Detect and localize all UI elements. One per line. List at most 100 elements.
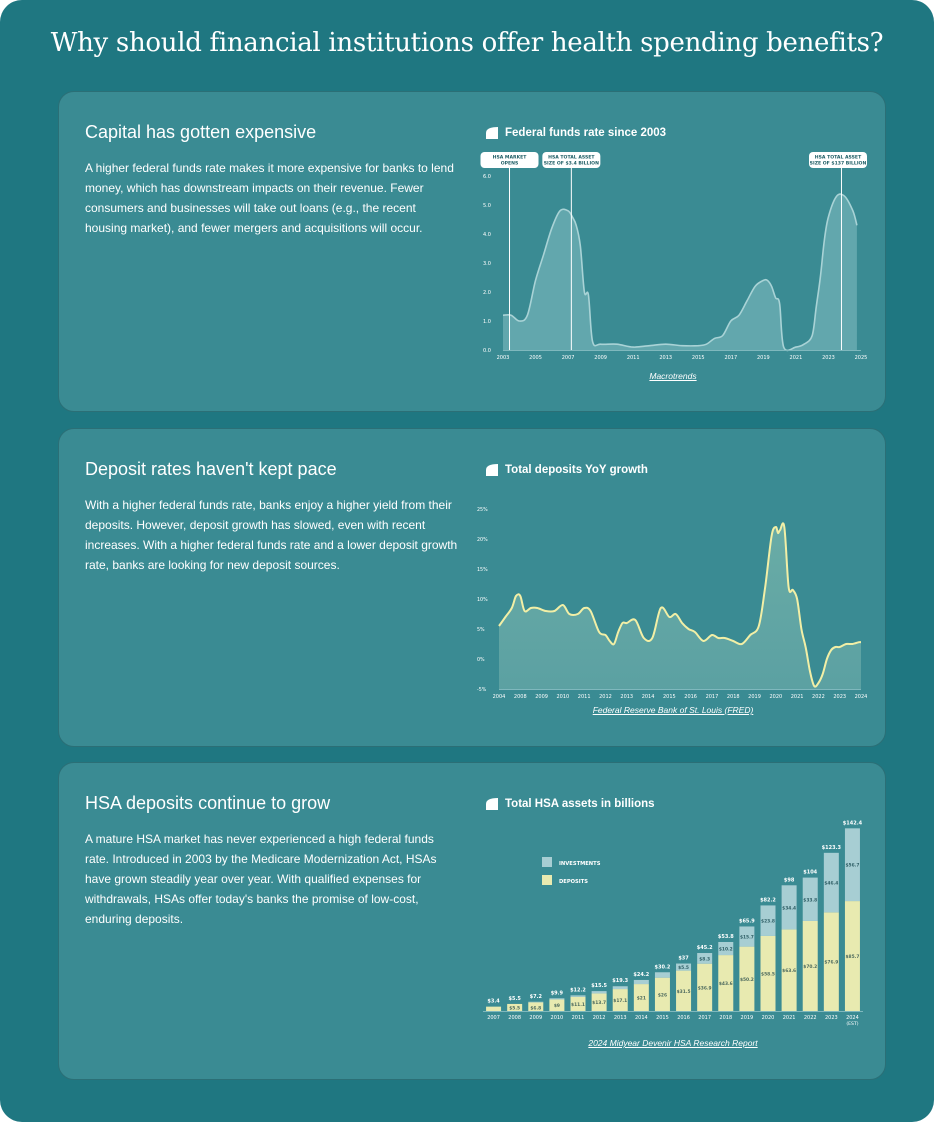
bar-investments xyxy=(676,963,692,971)
bar-deposits-label: $13.7 xyxy=(592,1000,606,1006)
annotation-label: HSA MARKET xyxy=(493,155,528,161)
deposit-growth-chart: 25% 20% 15% 10% 5% 0% -5% 2004 2008 2009 2010 2011 2… xyxy=(477,507,867,700)
card-body-text: With a higher federal funds rate, banks … xyxy=(85,498,458,572)
bar-investments-label: $10.2 xyxy=(719,947,733,953)
source-link-devenir[interactable]: 2024 Midyear Devenir HSA Research Report xyxy=(588,1038,758,1048)
rate-area xyxy=(503,194,857,351)
bar-total-label: $65.9 xyxy=(739,918,755,924)
x-tick-label: 2013 xyxy=(659,355,672,361)
x-tick-label: 2019 xyxy=(748,694,761,700)
bar-deposits xyxy=(633,984,649,1011)
bar-total-label: $104 xyxy=(803,870,817,876)
x-tick-label: 2003 xyxy=(497,355,510,361)
annotation-label: SIZE OF $3.4 BILLION xyxy=(544,161,599,167)
x-tick-label: 2017 xyxy=(724,355,737,361)
x-tick-label: 2022 xyxy=(812,694,825,700)
x-tick-label: 2007 xyxy=(487,1015,500,1021)
x-tick-label: 2013 xyxy=(614,1015,627,1021)
bar-deposits xyxy=(823,912,839,1011)
annotation-box xyxy=(480,152,539,168)
bar-total-label: $3.4 xyxy=(487,999,500,1005)
bar-total-label: $53.8 xyxy=(718,934,734,940)
bar-total-label: $37 xyxy=(678,956,689,962)
bar-deposits-label: $76.9 xyxy=(824,960,838,966)
legend-swatch-deposits xyxy=(542,875,552,885)
y-tick-label: 25% xyxy=(477,507,488,513)
bar-total-label: $45.2 xyxy=(697,945,713,951)
x-tick-label: 2010 xyxy=(557,694,570,700)
bar-total-label: $15.5 xyxy=(591,983,607,989)
bar-deposits xyxy=(697,963,713,1011)
x-tick-label: 2004 xyxy=(493,694,506,700)
bar-deposits-label: $6.8 xyxy=(530,1006,541,1012)
chart-title: Federal funds rate since 2003 xyxy=(505,127,667,139)
bar-investments xyxy=(654,972,670,978)
x-tick-label: 2012 xyxy=(599,694,612,700)
bar-total-label: $19.3 xyxy=(612,978,628,984)
x-tick-label: 2024 xyxy=(855,694,867,700)
bar-total-label: $123.3 xyxy=(822,845,842,851)
x-tick-label: 2023 xyxy=(825,1015,838,1021)
x-tick-label: 2011 xyxy=(627,355,640,361)
chart-title-row: Total deposits YoY growth xyxy=(485,463,648,477)
bar-investments xyxy=(844,828,860,902)
bar-deposits xyxy=(844,901,860,1011)
x-tick-label: 2014 xyxy=(635,1015,648,1021)
bar-investments-label: $5.5 xyxy=(678,965,689,971)
legend-label-investments: INVESTMENTS xyxy=(559,861,601,867)
bar-investments xyxy=(528,1001,544,1003)
x-tick-label: 2015 xyxy=(692,355,705,361)
y-tick-label: 20% xyxy=(477,537,488,543)
bar-investments-label: $15.7 xyxy=(740,935,754,941)
bar-deposits xyxy=(760,935,776,1011)
annotation-box xyxy=(809,152,867,168)
bar-deposits xyxy=(654,977,670,1011)
y-tick-label: 4.0 xyxy=(483,232,491,238)
x-tick-label: 2020 xyxy=(762,1015,775,1021)
card-hsa-deposits: HSA deposits continue to grow A mature H… xyxy=(58,762,886,1080)
bar-deposits-label: $5.5 xyxy=(509,1006,520,1012)
bar-deposits-label: $70.2 xyxy=(803,964,817,970)
x-tick-label: 2011 xyxy=(578,694,591,700)
source-link-macrotrends[interactable]: Macrotrends xyxy=(649,371,697,381)
card-federal-funds: Capital has gotten expensive A higher fe… xyxy=(58,91,886,412)
chart-title: Total HSA assets in billions xyxy=(505,798,655,810)
bar-investments-label: $33.8 xyxy=(803,897,817,903)
bar-total-label: $24.2 xyxy=(633,972,649,978)
bar-investments xyxy=(802,877,818,921)
x-tick-label: 2005 xyxy=(529,355,542,361)
bar-investments xyxy=(570,995,586,997)
bar-total-label: $9.9 xyxy=(551,990,564,996)
x-tick-label: 2014 xyxy=(642,694,655,700)
bar-investments-label: $23.8 xyxy=(761,919,775,925)
federal-funds-chart: 6.0 5.0 4.0 3.0 2.0 1.0 0.0 2003 2005 2007 2009 201… xyxy=(480,152,867,361)
bar-investments xyxy=(633,979,649,985)
annotation-box xyxy=(542,152,601,168)
x-tick-label: 2019 xyxy=(741,1015,754,1021)
x-tick-label: 2015 xyxy=(663,694,676,700)
legend-swatch-investments xyxy=(542,857,552,867)
x-tick-label: 2023 xyxy=(833,694,846,700)
brand-logo-icon xyxy=(486,798,498,810)
bar-deposits xyxy=(549,999,565,1011)
x-tick-label: 2009 xyxy=(594,355,607,361)
bar-deposits xyxy=(718,955,734,1011)
growth-area xyxy=(499,523,861,689)
x-tick-label: 2008 xyxy=(514,694,527,700)
bar-investments xyxy=(697,953,713,964)
bar-deposits xyxy=(676,970,692,1011)
y-tick-label: 15% xyxy=(477,567,488,573)
x-tick-label: 2021 xyxy=(790,355,803,361)
source-link-fred[interactable]: Federal Reserve Bank of St. Louis (FRED) xyxy=(592,705,754,715)
bar-deposits xyxy=(528,1002,544,1011)
x-tick-label: 2018 xyxy=(727,694,740,700)
chart-title: Total deposits YoY growth xyxy=(505,464,648,476)
bar-deposits-label: $21 xyxy=(637,996,646,1002)
y-tick-label: 5% xyxy=(477,627,485,633)
y-tick-label: 2.0 xyxy=(483,290,491,296)
x-tick-label: 2023 xyxy=(822,355,835,361)
bar-deposits xyxy=(591,993,607,1011)
bar-deposits xyxy=(570,996,586,1011)
bar-deposits-label: $50.2 xyxy=(740,977,754,983)
